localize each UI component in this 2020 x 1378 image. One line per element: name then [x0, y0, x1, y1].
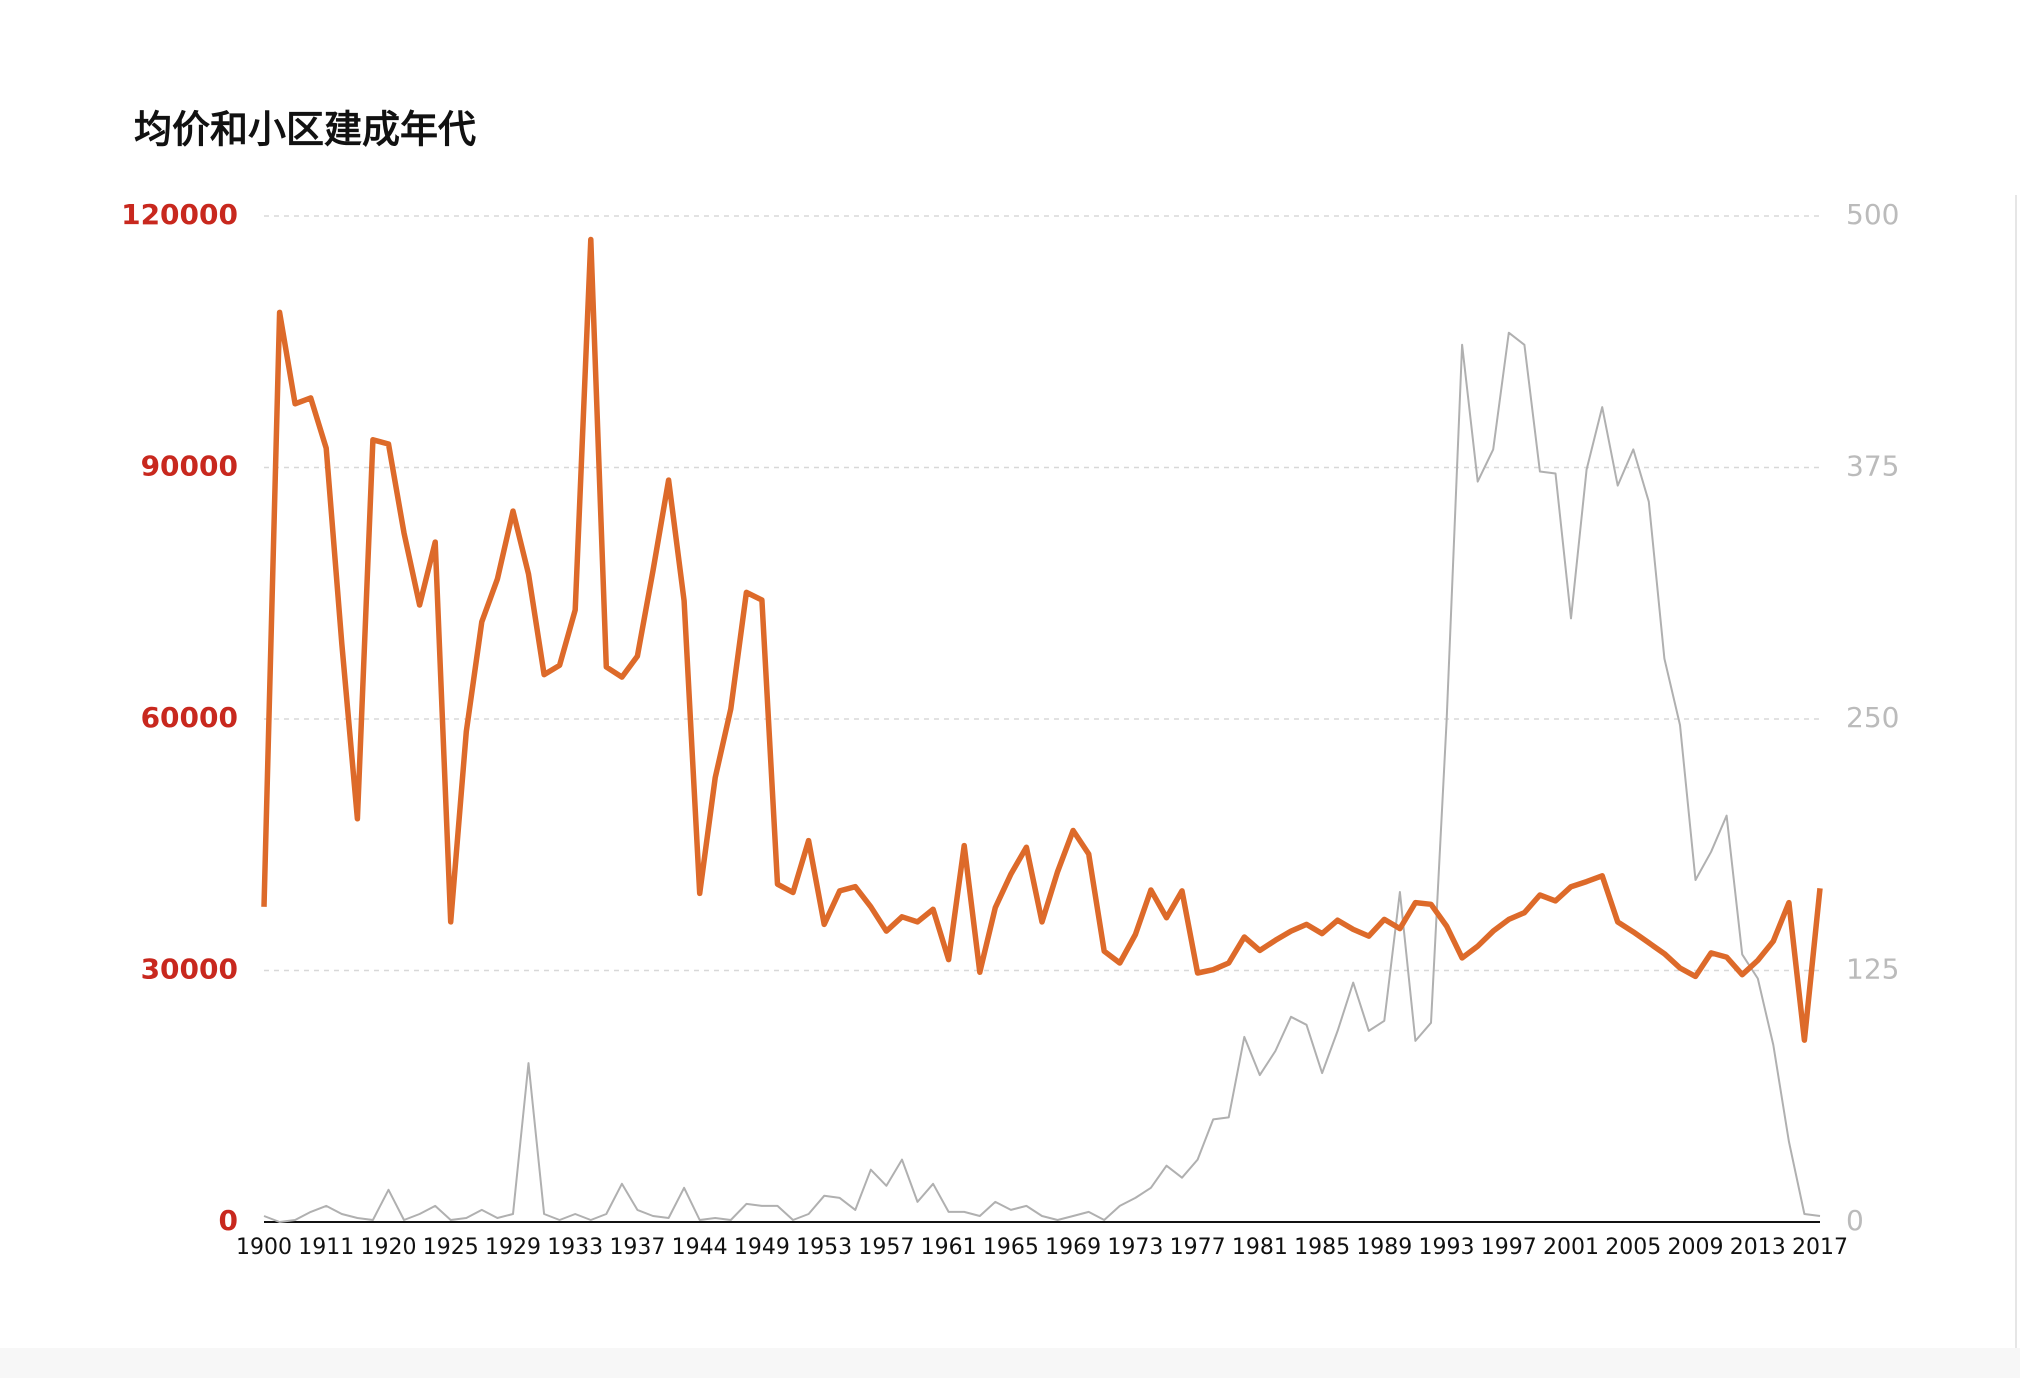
x-tick-label: 2001	[1543, 1235, 1599, 1260]
x-tick-label: 1949	[734, 1235, 790, 1260]
x-tick-label: 1925	[423, 1235, 479, 1260]
chart-title: 均价和小区建成年代	[134, 108, 476, 152]
x-tick-label: 2013	[1730, 1235, 1786, 1260]
x-tick-label: 1973	[1107, 1235, 1163, 1260]
y2-tick-label: 0	[1846, 1204, 1864, 1237]
y-tick-label: 0	[219, 1204, 238, 1237]
x-tick-label: 1929	[485, 1235, 541, 1260]
x-tick-label: 1981	[1232, 1235, 1288, 1260]
y2-tick-label: 375	[1846, 450, 1899, 483]
y-tick-label: 30000	[141, 953, 238, 986]
x-tick-label: 1993	[1419, 1235, 1475, 1260]
x-tick-label: 1985	[1294, 1235, 1350, 1260]
x-tick-label: 1969	[1045, 1235, 1101, 1260]
x-tick-label: 2009	[1668, 1235, 1724, 1260]
x-tick-label: 2017	[1792, 1235, 1848, 1260]
y2-tick-label: 125	[1846, 953, 1899, 986]
x-tick-label: 1944	[672, 1235, 728, 1260]
x-tick-label: 2005	[1605, 1235, 1661, 1260]
x-tick-label: 1957	[858, 1235, 914, 1260]
y-tick-label: 120000	[121, 198, 238, 231]
x-tick-label: 1965	[983, 1235, 1039, 1260]
x-tick-label: 1961	[921, 1235, 977, 1260]
x-tick-label: 1900	[236, 1235, 292, 1260]
x-tick-label: 1953	[796, 1235, 852, 1260]
y-tick-label: 60000	[141, 701, 238, 734]
x-tick-label: 1989	[1356, 1235, 1412, 1260]
x-tick-label: 1977	[1170, 1235, 1226, 1260]
bottom-bar	[0, 1348, 2020, 1378]
x-tick-label: 1920	[360, 1235, 416, 1260]
y-tick-label: 90000	[141, 450, 238, 483]
x-tick-label: 1933	[547, 1235, 603, 1260]
y2-tick-label: 500	[1846, 198, 1899, 231]
x-tick-label: 1937	[609, 1235, 665, 1260]
x-tick-label: 1911	[298, 1235, 354, 1260]
line-series	[261, 236, 1823, 1043]
x-tick-label: 1997	[1481, 1235, 1537, 1260]
line-series	[263, 331, 1821, 1223]
y2-tick-label: 250	[1846, 701, 1899, 734]
